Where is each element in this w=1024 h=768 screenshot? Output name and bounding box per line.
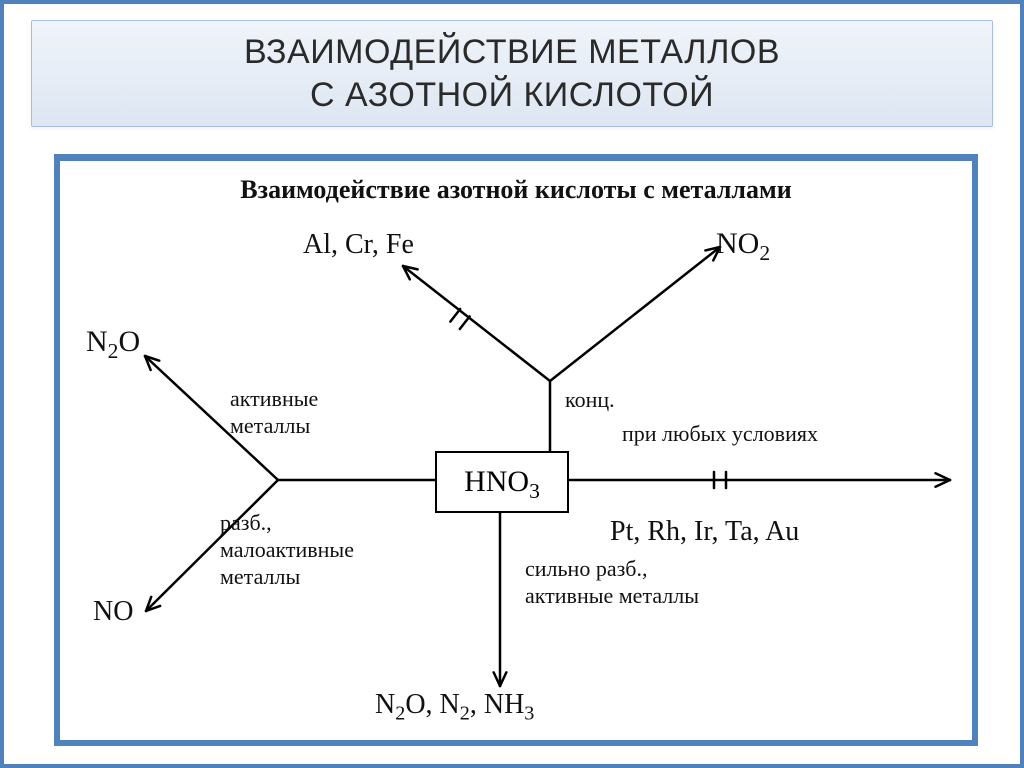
label-active2: металлы [230,413,310,439]
label-konc: конц. [565,387,615,413]
slide-title-line2: С АЗОТНОЙ КИСЛОТОЙ [52,74,972,117]
label-n2o: N2O [86,325,140,364]
label-razb2: малоактивные [220,537,354,563]
label-passivated-metals: Al, Cr, Fe [303,229,414,261]
slide-title-line1: ВЗАИМОДЕЙСТВИЕ МЕТАЛЛОВ [52,31,972,74]
slide-frame: ВЗАИМОДЕЙСТВИЕ МЕТАЛЛОВ С АЗОТНОЙ КИСЛОТ… [0,0,1024,768]
label-razb3: металлы [220,564,300,590]
content-frame: Взаимодействие азотной кислоты с металла… [54,154,978,746]
label-active1: активные [230,386,318,412]
label-strong-dil1: сильно разб., [525,556,647,582]
center-formula-box: HNO3 [435,451,569,513]
label-any-cond: при любых условиях [622,421,818,447]
label-bottom-products: N2O, N2, NH3 [375,689,534,726]
label-strong-dil2: активные металлы [525,583,699,609]
label-no2: NO2 [716,227,770,266]
label-razb1: разб., [220,510,272,536]
slide-title-box: ВЗАИМОДЕЙСТВИЕ МЕТАЛЛОВ С АЗОТНОЙ КИСЛОТ… [31,20,993,127]
label-no: NO [93,596,133,628]
diagram: Взаимодействие азотной кислоты с металла… [60,161,972,740]
label-noble-metals: Pt, Rh, Ir, Ta, Au [610,516,799,548]
center-formula: HNO3 [464,465,540,498]
